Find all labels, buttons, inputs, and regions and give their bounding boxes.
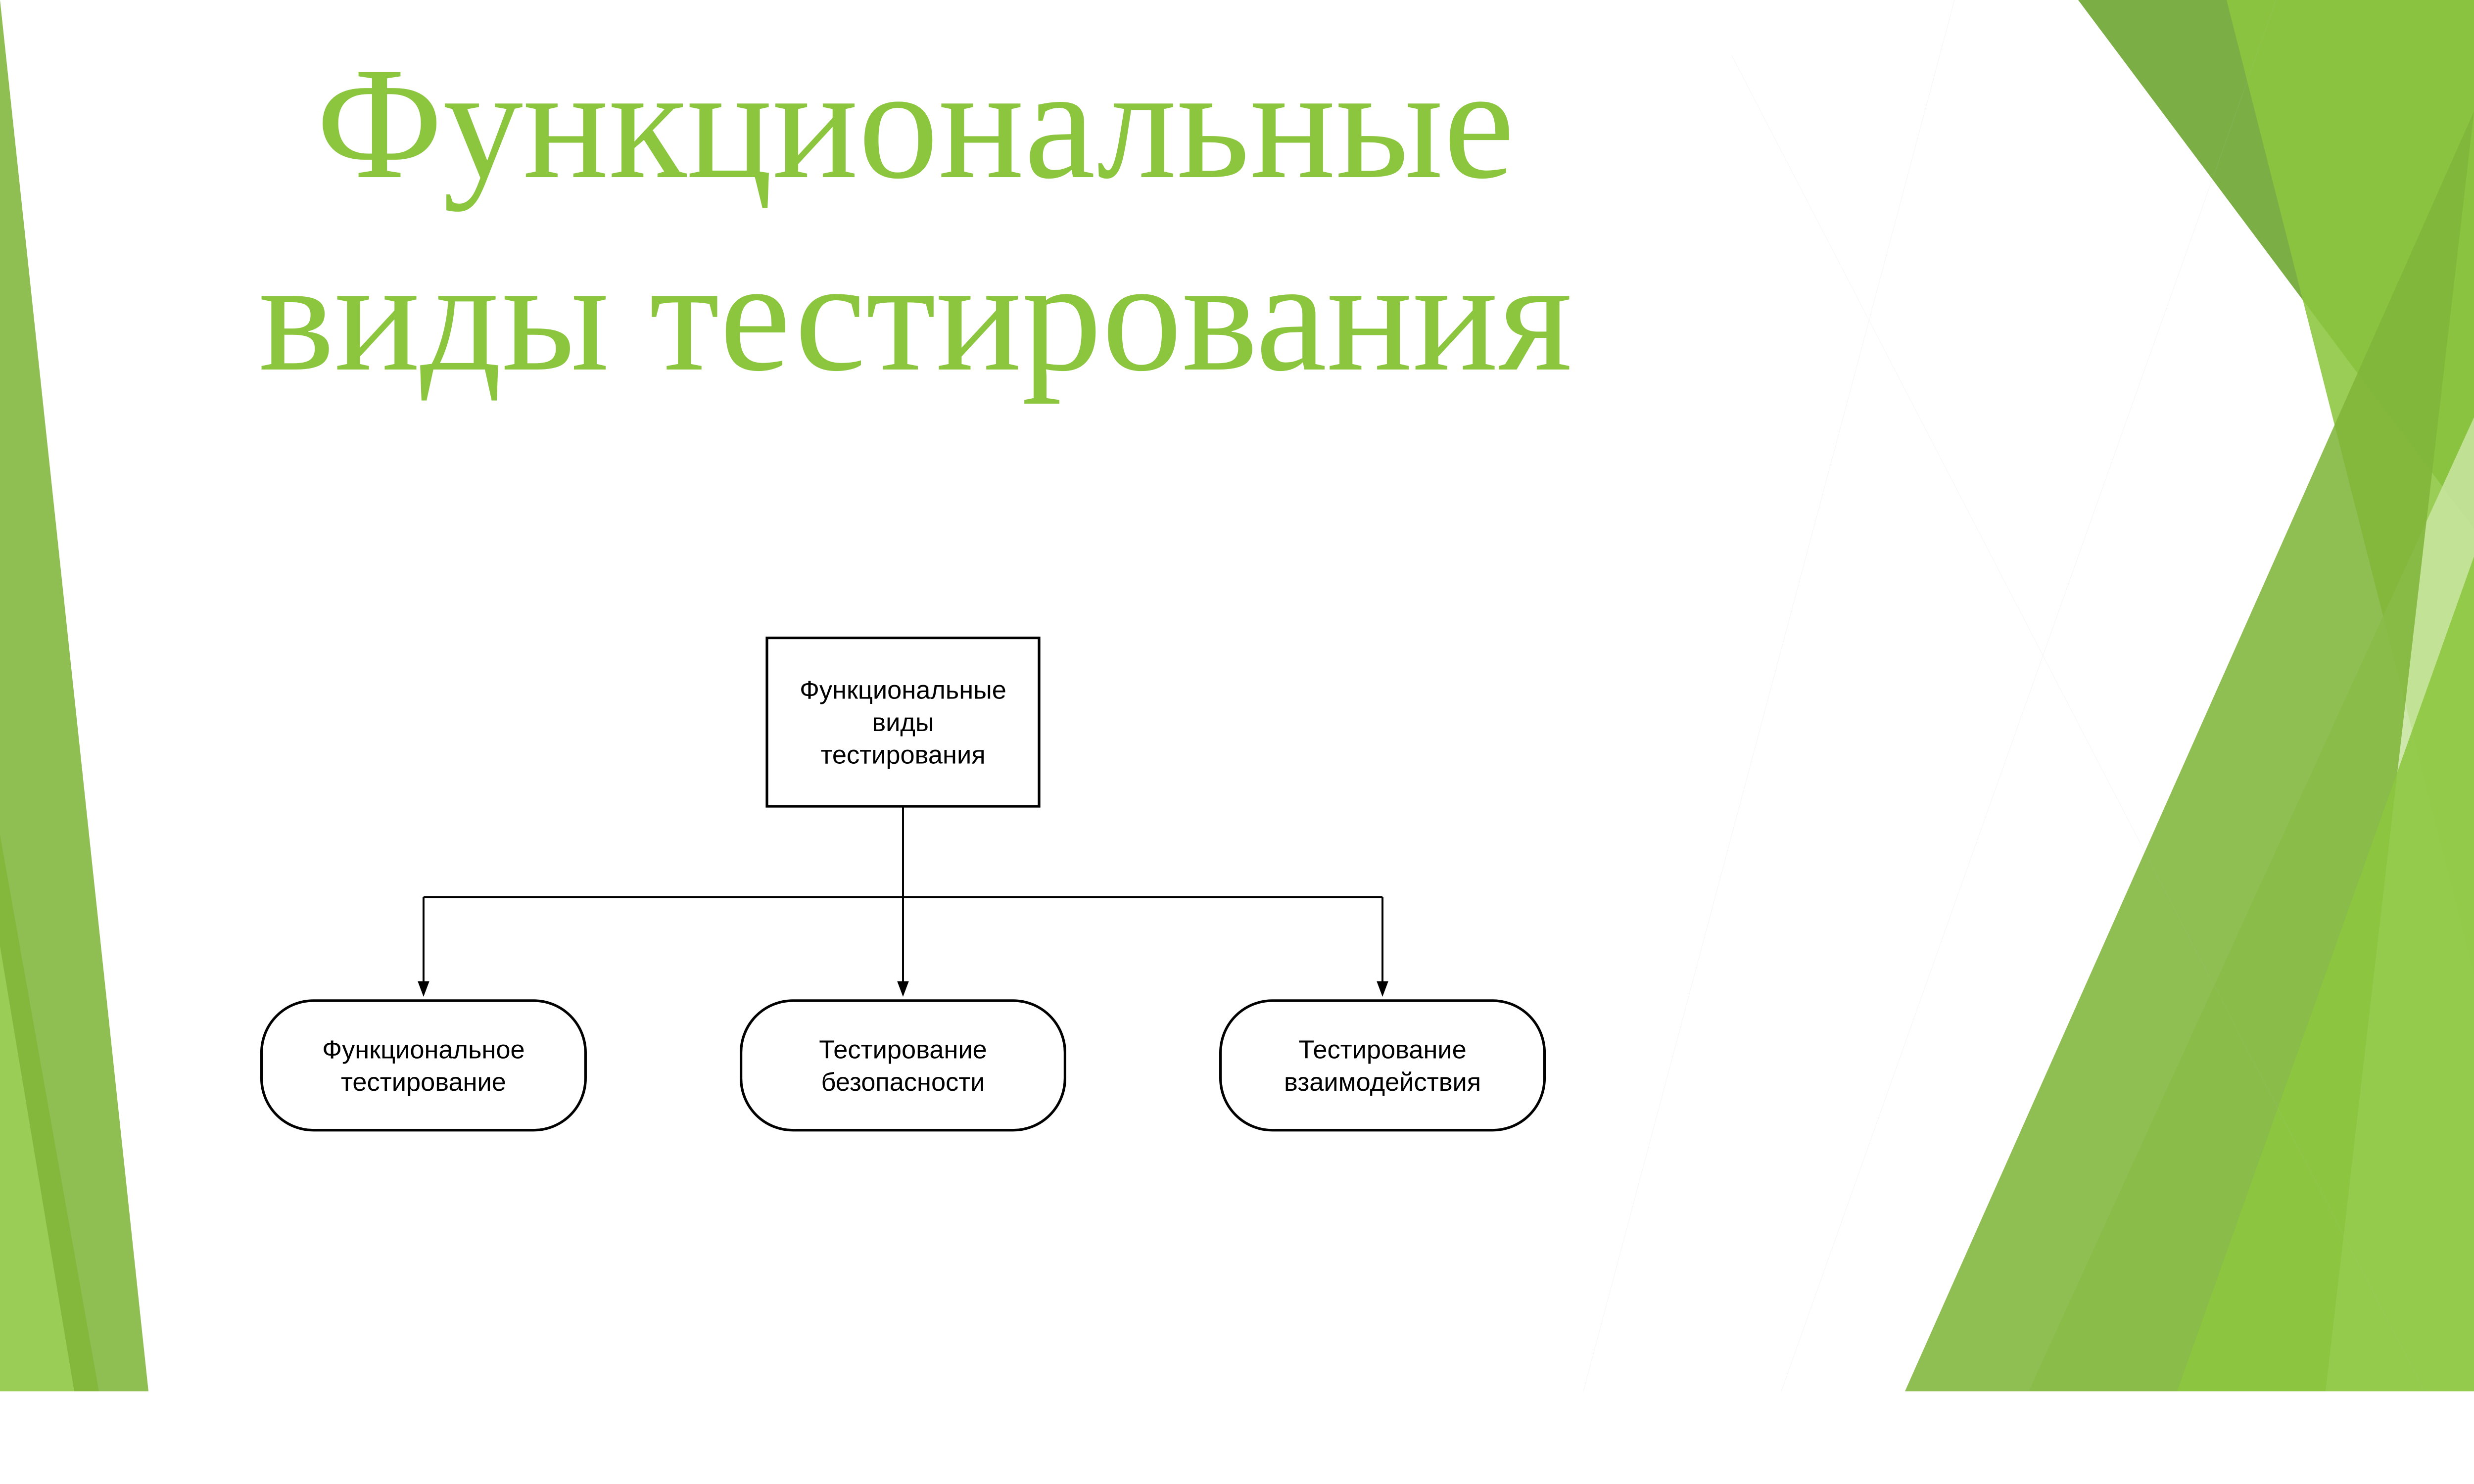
child-node [262, 1001, 586, 1130]
slide-title: Функциональные виды тестирования [148, 28, 1682, 413]
child-node [1221, 1001, 1545, 1130]
tree-diagram: ФункциональныевидытестированияФункционал… [223, 529, 1583, 1252]
child-node [741, 1001, 1065, 1130]
slide: Функциональные виды тестирования Функцио… [0, 0, 2474, 1391]
